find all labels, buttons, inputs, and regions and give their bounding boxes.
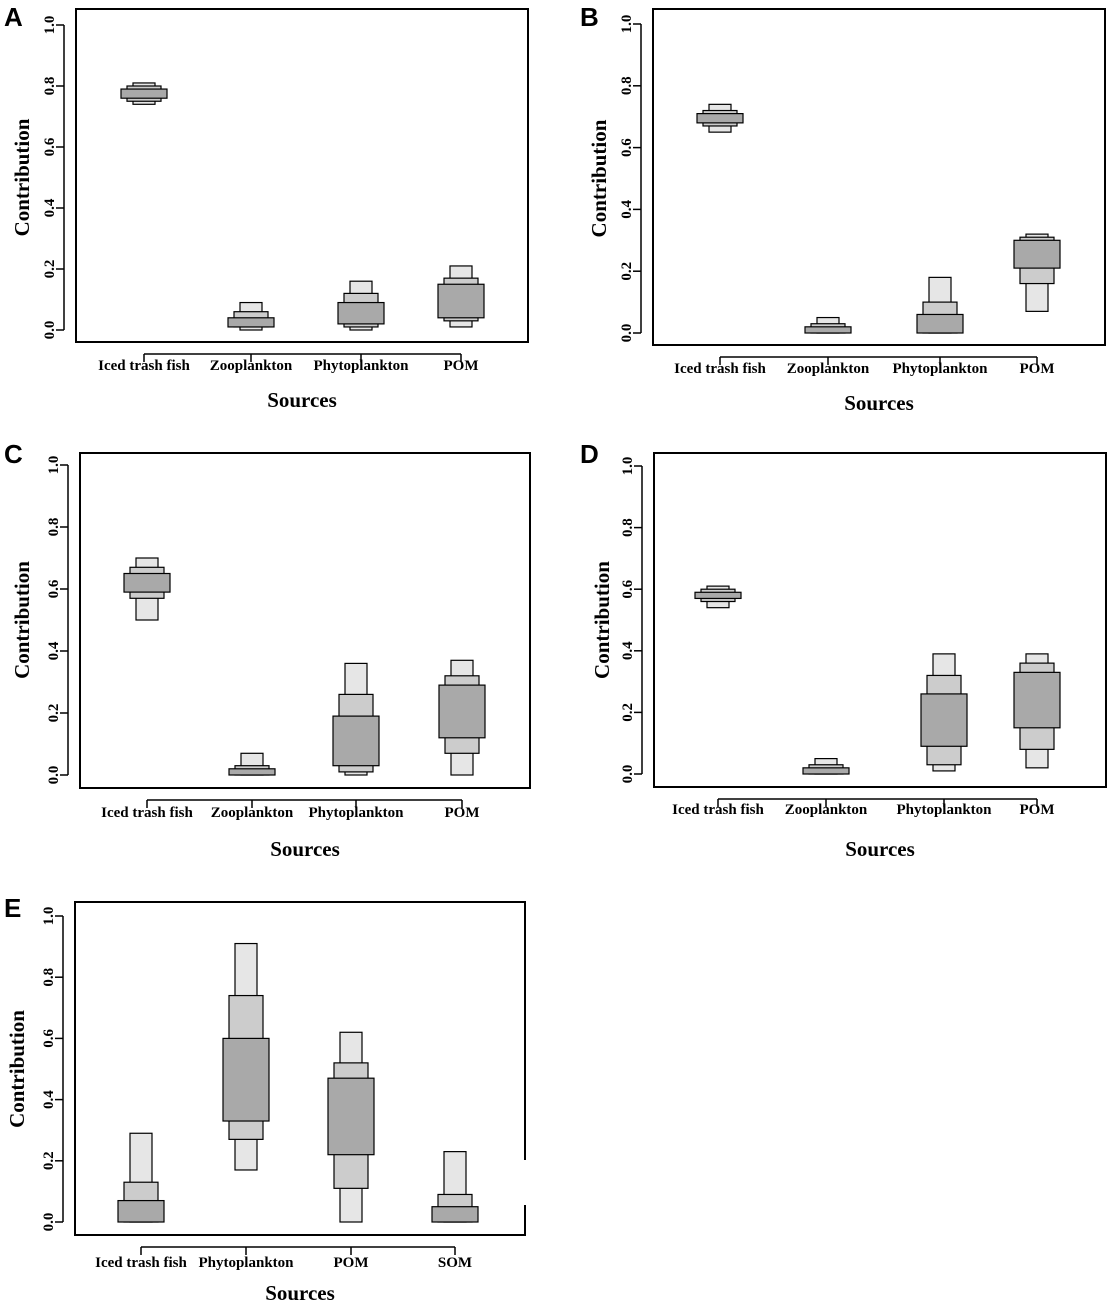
x-axis-title: Sources [270,837,340,861]
y-axis-title: Contribution [10,561,34,679]
box-inner-a-0 [120,88,168,99]
y-tick-label: 0.8 [619,76,635,95]
box-inner-b-0 [696,113,744,124]
x-tick-label: Phytoplankton [896,802,992,818]
y-tick-label: 0.0 [41,1213,57,1232]
y-tick-label: 0.4 [42,198,58,217]
x-axis-title: Sources [845,837,915,861]
x-tick-label: Zooplankton [211,805,294,821]
panel-label: A [4,2,23,32]
panel-label: D [580,439,599,469]
y-tick-label: 0.2 [42,260,58,279]
box-inner-d-1 [802,767,850,775]
y-tick-label: 0.6 [619,138,635,157]
y-tick-label: 1.0 [620,457,636,476]
panel-b: B 0.0 0.2 0.4 0.6 0.8 1.0 Iced trash fish Zoopla… [580,2,1106,415]
x-tick-label: POM [1020,361,1055,377]
y-tick-label: 0.2 [619,262,635,281]
y-tick-label: 0.0 [620,765,636,784]
y-tick-label: 1.0 [46,456,62,475]
y-tick-label: 0.2 [620,703,636,722]
y-tick-label: 0.6 [41,1029,57,1048]
x-tick-label: POM [445,805,480,821]
y-tick-label: 0.2 [46,704,62,723]
panel-a: A 0.0 0.2 0.4 0.6 0.8 1.0 Iced trash fish Zoopla… [4,2,529,412]
plot-frame [653,452,1107,788]
y-tick-label: 0.6 [42,137,58,156]
y-tick-label: 0.8 [41,968,57,987]
y-axis-title: Contribution [587,119,611,237]
y-tick-label: 0.0 [42,321,58,340]
x-tick-label: Iced trash fish [674,361,766,377]
y-tick-label: 1.0 [41,907,57,926]
x-tick-label: Iced trash fish [95,1255,187,1271]
y-tick-label: 1.0 [619,15,635,34]
x-tick-label: POM [1020,802,1055,818]
x-axis-title: Sources [265,1281,335,1304]
y-tick-label: 0.6 [620,579,636,598]
box-inner-c-2 [332,715,380,767]
y-tick-label: 0.0 [46,766,62,785]
box-inner-a-1 [227,317,275,328]
x-tick-label: Zooplankton [210,358,293,374]
box-inner-e-2 [327,1077,375,1156]
y-tick-label: 1.0 [42,16,58,35]
x-tick-label: Phytoplankton [892,361,988,377]
box-inner-b-3 [1013,239,1061,269]
plot-frame [652,8,1106,346]
box-inner-d-3 [1013,671,1061,729]
y-tick-label: 0.4 [620,641,636,660]
box-inner-a-2 [337,301,385,325]
panel-e: E 0.0 0.2 0.4 0.6 0.8 1.0 Iced trash fish Phytop… [4,893,526,1304]
x-tick-label: Iced trash fish [101,805,193,821]
x-tick-label: Phytoplankton [308,805,404,821]
box-inner-a-3 [437,283,485,319]
x-tick-label: Iced trash fish [98,358,190,374]
panel-label: B [580,2,599,32]
y-tick-label: 0.8 [46,518,62,537]
y-tick-label: 0.8 [620,518,636,537]
x-axis-title: Sources [844,391,914,415]
x-tick-label: Phytoplankton [198,1255,294,1271]
x-tick-label: SOM [438,1255,472,1271]
panel-label: C [4,439,23,469]
plot-frame [79,452,531,789]
box-inner-e-1 [222,1037,270,1122]
x-tick-label: POM [444,358,479,374]
x-tick-label: Zooplankton [785,802,868,818]
box-inner-c-0 [123,572,171,593]
y-tick-label: 0.4 [46,641,62,660]
box-inner-e-3 [431,1206,479,1223]
panel-label: E [4,893,21,923]
plot-frame [75,8,529,343]
box-inner-b-1 [804,326,852,334]
x-tick-label: POM [334,1255,369,1271]
panel-d: D 0.0 0.2 0.4 0.6 0.8 1.0 Iced trash fish Zoopla… [580,439,1107,861]
y-tick-label: 0.0 [619,324,635,343]
plot-frame [74,901,526,1236]
y-tick-label: 0.6 [46,579,62,598]
y-axis-title: Contribution [5,1010,29,1128]
x-tick-label: Zooplankton [787,361,870,377]
y-tick-label: 0.2 [41,1151,57,1170]
box-inner-d-2 [920,693,968,747]
x-tick-label: Iced trash fish [672,802,764,818]
box-inner-c-1 [228,768,276,776]
y-tick-label: 0.4 [619,200,635,219]
box-inner-e-0 [117,1199,165,1223]
x-tick-label: Phytoplankton [313,358,409,374]
x-axis-title: Sources [267,388,337,412]
panel-c: C 0.0 0.2 0.4 0.6 0.8 1.0 Iced trash fish Zoopla… [4,439,531,861]
box-inner-d-0 [694,591,742,600]
box-inner-b-2 [916,313,964,334]
y-tick-label: 0.8 [42,77,58,96]
y-axis-title: Contribution [10,118,34,236]
y-axis-title: Contribution [590,561,614,679]
box-inner-c-3 [438,684,486,739]
y-tick-label: 0.4 [41,1090,57,1109]
